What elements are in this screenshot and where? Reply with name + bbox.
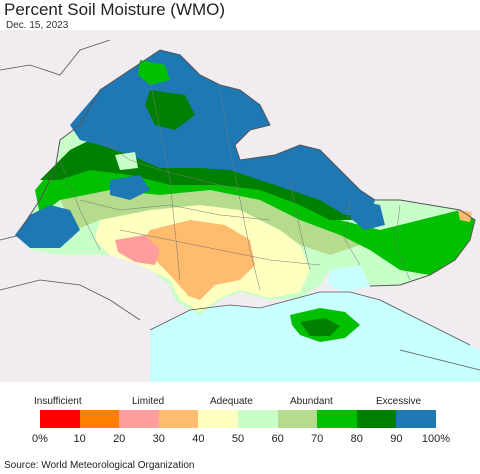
source-credit: Source: World Meteorological Organizatio… xyxy=(4,460,195,471)
legend-swatch-3 xyxy=(158,410,199,428)
zone-green-blob-1 xyxy=(138,60,170,85)
legend-tick-20: 20 xyxy=(113,433,126,445)
zone-limited-red xyxy=(115,235,160,265)
legend-swatch-6 xyxy=(277,410,318,428)
map-date: Dec. 15, 2023 xyxy=(6,20,69,31)
zone-darkgreen-blob-1 xyxy=(145,90,195,130)
legend-swatch-1 xyxy=(79,410,120,428)
border-outside-1 xyxy=(0,39,111,76)
legend-swatch-8 xyxy=(356,410,397,428)
zone-excessive-mid xyxy=(110,175,150,200)
oblast-borders xyxy=(59,79,411,291)
border-outside-3 xyxy=(399,349,480,371)
zone-green xyxy=(35,150,475,275)
legend-swatch-7 xyxy=(317,410,357,428)
zone-lightgreen-blob-1 xyxy=(115,152,138,170)
zone-limited-2 xyxy=(175,270,205,300)
legend-swatch-0 xyxy=(40,410,80,428)
zone-abundant xyxy=(60,190,360,255)
legend-colorbar xyxy=(40,410,436,428)
legend-swatch-2 xyxy=(119,410,159,428)
legend-tick-70: 70 xyxy=(311,433,324,445)
legend-tick-40: 40 xyxy=(192,433,205,445)
legend-category-insufficient: Insufficient xyxy=(34,396,82,407)
east-spot xyxy=(458,210,472,222)
zone-excessive-east xyxy=(350,200,385,230)
zone-excessive-north xyxy=(70,50,375,215)
map-title: Percent Soil Moisture (WMO) xyxy=(4,0,226,19)
legend-tick-60: 60 xyxy=(271,433,284,445)
legend-swatch-4 xyxy=(198,410,238,428)
legend-swatch-9 xyxy=(396,410,436,428)
zone-excessive-west xyxy=(15,205,80,248)
legend-swatch-5 xyxy=(237,410,278,428)
legend-tick-50: 50 xyxy=(231,433,245,445)
legend-tick-10: 10 xyxy=(73,433,86,445)
soil-moisture-map xyxy=(0,30,480,382)
legend-category-abundant: Abundant xyxy=(290,396,333,407)
border-outside-2 xyxy=(0,234,141,321)
legend-tick-100: 100% xyxy=(421,433,451,445)
legend-tick-30: 30 xyxy=(152,433,165,445)
legend-category-limited: Limited xyxy=(132,396,165,407)
legend-tick-0: 0% xyxy=(32,433,48,445)
coast-line xyxy=(149,291,471,346)
country-border xyxy=(19,49,476,287)
crimea-dark xyxy=(300,318,340,336)
legend-category-excessive: Excessive xyxy=(376,396,422,407)
legend-tick-90: 90 xyxy=(390,433,403,445)
legend-category-adequate: Adequate xyxy=(210,396,253,407)
legend-tick-80: 80 xyxy=(350,433,363,445)
